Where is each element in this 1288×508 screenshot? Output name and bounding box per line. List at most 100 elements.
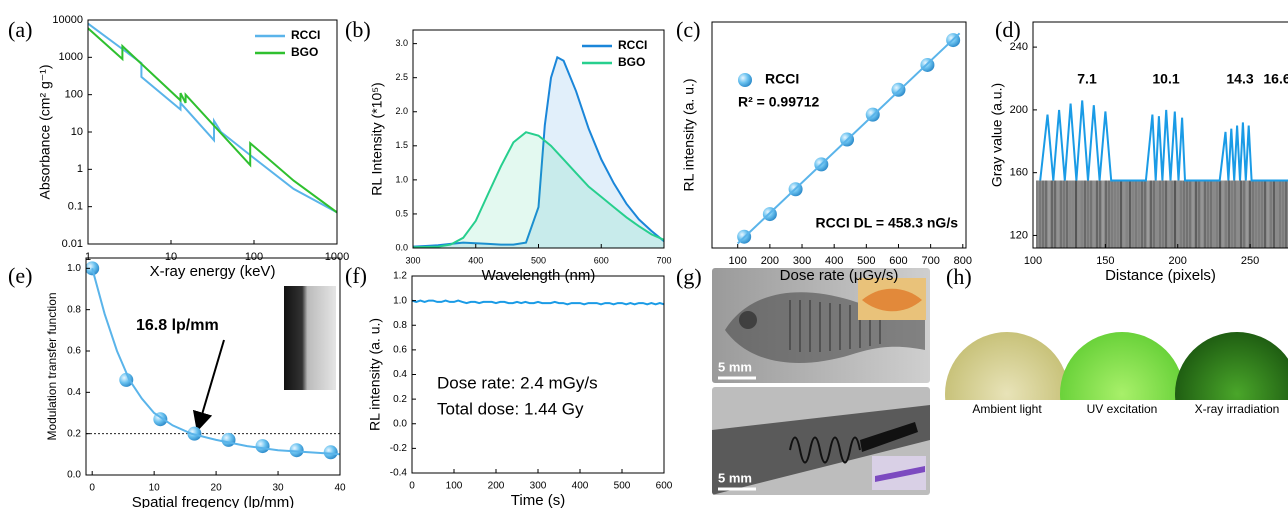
scatter-point <box>119 372 134 387</box>
image-stripe <box>1129 180 1131 248</box>
plot-frame <box>87 19 338 245</box>
plot-area <box>413 55 664 248</box>
image-stripe <box>1222 180 1224 248</box>
annotation: 7.1 <box>1077 71 1097 87</box>
scatter-point <box>323 445 338 460</box>
x-tick-label: 400 <box>825 255 843 267</box>
image-stripe <box>1189 180 1191 248</box>
plot-frame <box>411 275 665 474</box>
image-stripe <box>1225 180 1227 248</box>
series-line <box>413 55 664 248</box>
image-stripe <box>1159 180 1161 248</box>
x-tick-label: 600 <box>889 255 907 267</box>
image-stripe <box>1123 180 1125 248</box>
image-stripe <box>1285 180 1287 248</box>
caption: X-ray irradiation <box>1195 402 1280 416</box>
x-tick-label: 10 <box>149 483 161 494</box>
panel-label: (a) <box>8 17 32 42</box>
y-tick-label: 0.01 <box>62 238 83 250</box>
image-stripe <box>1132 180 1134 248</box>
image-stripe <box>1270 180 1272 248</box>
image-stripe <box>1243 180 1245 248</box>
x-tick-label: 30 <box>272 483 284 494</box>
plot-frame <box>85 257 341 476</box>
image-stripe <box>1084 180 1086 248</box>
inset-image <box>284 286 336 390</box>
panel-label: (c) <box>676 17 700 42</box>
image-stripe <box>1180 180 1182 248</box>
legend-label: RCCI <box>291 28 320 42</box>
series-line <box>1039 100 1288 182</box>
x-tick-label: 250 <box>1241 255 1259 267</box>
x-tick-label: 40 <box>334 483 346 494</box>
image-stripe <box>1102 180 1104 248</box>
annotation: Total dose: 1.44 Gy <box>437 399 584 418</box>
x-tick-label: 10 <box>165 251 177 263</box>
x-tick-label: 200 <box>761 255 779 267</box>
image-stripe <box>1036 180 1038 248</box>
x-tick-label: 500 <box>531 255 546 265</box>
series-line <box>413 131 664 248</box>
scale-bar-label: 5 mm <box>718 359 752 374</box>
image-stripe <box>1090 180 1092 248</box>
y-tick-label: 1.2 <box>393 271 407 282</box>
y-tick-label: 0.2 <box>393 394 407 405</box>
x-tick-label: 300 <box>793 255 811 267</box>
y-axis-title: Absorbance (cm² g⁻¹) <box>37 65 53 200</box>
image-stripe <box>1111 180 1113 248</box>
image-stripe <box>1240 180 1242 248</box>
scale-bar-label: 5 mm <box>718 470 752 485</box>
image-stripe <box>1168 180 1170 248</box>
image-stripe <box>1063 180 1065 248</box>
annotation: RCCI DL = 458.3 nG/s <box>815 215 958 231</box>
image-stripe <box>1045 180 1047 248</box>
annotation: 16.6 <box>1263 71 1288 87</box>
image-stripe <box>1048 180 1050 248</box>
y-tick-label: 1.0 <box>67 263 81 274</box>
image-stripe <box>1261 180 1263 248</box>
plot-area <box>412 299 664 306</box>
y-tick-label: 0.4 <box>67 387 81 398</box>
annotation: 16.8 lp/mm <box>136 317 219 334</box>
xray-image-fish <box>712 268 930 383</box>
x-tick-label: 500 <box>614 481 631 492</box>
image-stripe <box>1216 180 1218 248</box>
y-tick-label: 2.0 <box>395 106 408 116</box>
image-stripe <box>1072 180 1074 248</box>
photo-disks <box>945 332 1288 400</box>
x-tick-label: 200 <box>1169 255 1187 267</box>
x-tick-label: 300 <box>530 481 547 492</box>
image-stripe <box>1174 180 1176 248</box>
image-stripe <box>1171 180 1173 248</box>
image-stripe <box>1207 180 1209 248</box>
y-tick-label: 0.0 <box>393 418 407 429</box>
image-stripe <box>1204 180 1206 248</box>
image-stripe <box>1201 180 1203 248</box>
legend-marker <box>738 73 752 87</box>
image-stripe <box>1087 180 1089 248</box>
image-stripe <box>1120 180 1122 248</box>
plot-frame <box>1032 21 1288 249</box>
legend-label: RCCI <box>618 38 647 52</box>
scatter-point <box>221 432 236 447</box>
caption: Ambient light <box>972 402 1042 416</box>
image-stripe <box>1069 180 1071 248</box>
caption: UV excitation <box>1087 402 1158 416</box>
panel-label: (g) <box>676 264 702 289</box>
series-line <box>412 299 664 306</box>
image-stripe <box>1081 180 1083 248</box>
image-stripe <box>1246 180 1248 248</box>
image-stripe <box>1147 180 1149 248</box>
plot-area <box>86 261 340 460</box>
area-fill <box>413 57 664 248</box>
y-tick-label: -0.4 <box>390 468 408 479</box>
y-axis-title: Modulation transfer function <box>45 292 59 440</box>
image-stripe <box>1156 180 1158 248</box>
y-tick-label: 0.2 <box>67 428 81 439</box>
panel-label: (h) <box>946 264 972 289</box>
arrow <box>192 339 225 432</box>
image-stripe <box>1198 180 1200 248</box>
x-tick-label: 600 <box>594 255 609 265</box>
